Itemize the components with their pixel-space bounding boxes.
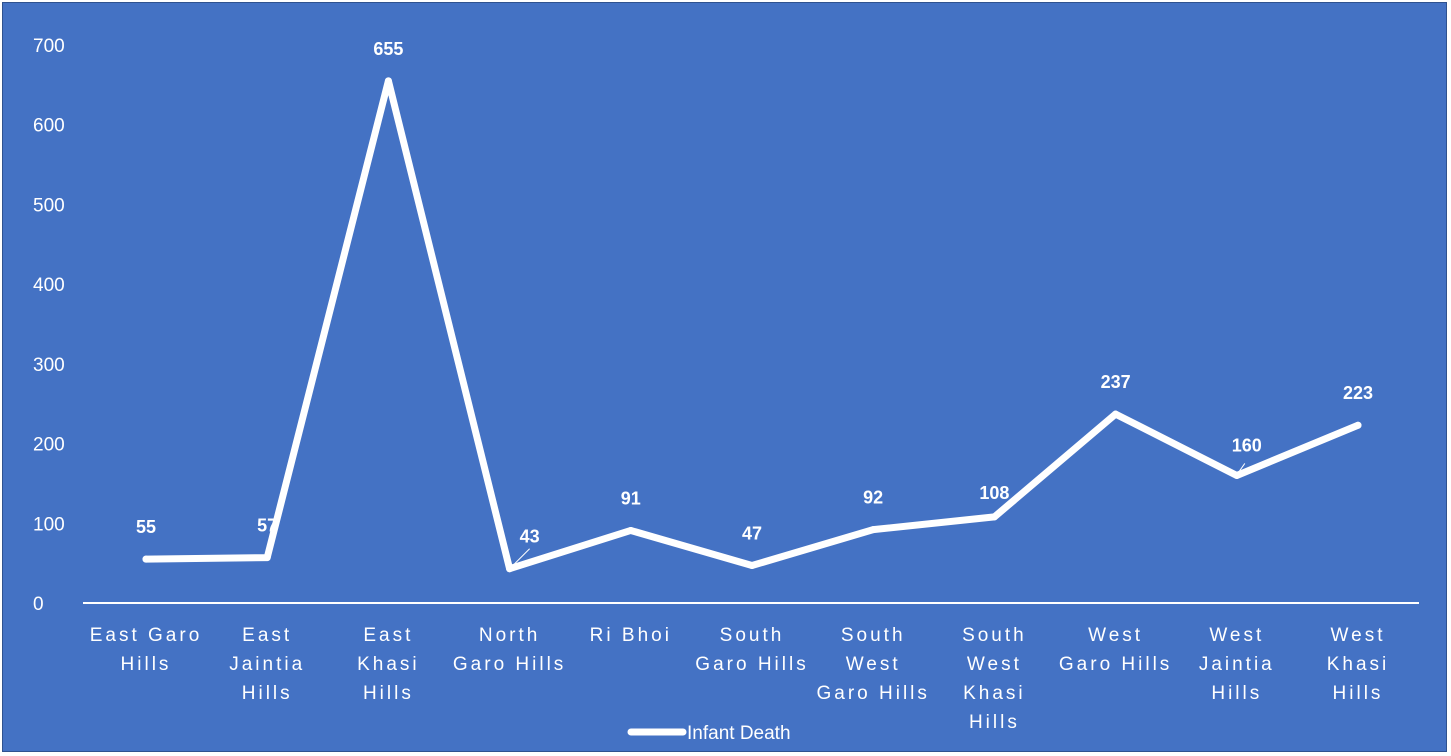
data-point — [506, 565, 514, 573]
x-tick-label: Hills — [1333, 683, 1384, 704]
x-tick-label: Hills — [1211, 683, 1262, 704]
x-tick-label: Jaintia — [229, 654, 305, 675]
x-tick-label: West — [967, 654, 1022, 675]
x-tick-label: West — [1331, 625, 1386, 646]
y-tick-label: 700 — [33, 36, 65, 57]
x-tick-label: Garo Hills — [816, 683, 929, 704]
data-point — [384, 77, 392, 85]
x-tick-label: Ri Bhoi — [590, 625, 672, 646]
x-tick-label: West — [1209, 625, 1264, 646]
series-line — [142, 77, 1362, 573]
x-tick-label: East Garo — [90, 625, 203, 646]
data-label: 92 — [863, 488, 883, 508]
data-label: 655 — [373, 39, 403, 59]
y-tick-label: 600 — [33, 116, 65, 137]
x-tick-label: East — [242, 625, 292, 646]
data-label: 43 — [520, 527, 540, 547]
data-point — [1112, 410, 1120, 418]
y-tick-label: 200 — [33, 435, 65, 456]
data-point — [1354, 421, 1362, 429]
data-point — [627, 526, 635, 534]
data-label-leader — [511, 548, 530, 568]
x-tick-label: West — [846, 654, 901, 675]
x-tick-label: South — [720, 625, 785, 646]
x-tick-label: Hills — [121, 654, 172, 675]
x-tick-label: Hills — [242, 683, 293, 704]
data-label: 223 — [1343, 383, 1373, 403]
data-label: 91 — [621, 488, 641, 508]
data-label: 47 — [742, 524, 762, 544]
line-chart: 0 100 200 300 400 500 600 700 55 57 655 43 91 47 92 108… — [33, 36, 1419, 744]
x-tick-label: Khasi — [357, 654, 420, 675]
x-tick-label: North — [479, 625, 540, 646]
data-point — [748, 562, 756, 570]
data-point — [1233, 471, 1241, 479]
x-tick-label: South — [962, 625, 1027, 646]
data-label: 237 — [1101, 372, 1131, 392]
x-tick-label: Garo Hills — [695, 654, 808, 675]
data-label: 55 — [136, 517, 156, 537]
y-tick-label: 0 — [33, 594, 44, 615]
data-label: 108 — [979, 483, 1009, 503]
x-tick-label: Khasi — [1327, 654, 1390, 675]
x-tick-label: Garo Hills — [453, 654, 566, 675]
x-tick-label: East — [363, 625, 413, 646]
data-label: 57 — [257, 516, 277, 536]
y-tick-label: 300 — [33, 355, 65, 376]
x-tick-label: Hills — [969, 712, 1020, 733]
x-tick-label: South — [841, 625, 906, 646]
data-label-leader — [1237, 463, 1246, 474]
legend-label: Infant Death — [687, 723, 791, 744]
data-label: 160 — [1232, 435, 1262, 455]
data-point — [869, 526, 877, 534]
data-point — [142, 555, 150, 563]
data-point — [990, 513, 998, 521]
data-point — [263, 554, 271, 562]
y-tick-label: 400 — [33, 275, 65, 296]
x-tick-label: Jaintia — [1199, 654, 1275, 675]
x-tick-label: Khasi — [963, 683, 1026, 704]
y-tick-label: 500 — [33, 195, 65, 216]
x-tick-label: West — [1088, 625, 1143, 646]
x-tick-label: Hills — [363, 683, 414, 704]
y-tick-label: 100 — [33, 514, 65, 535]
x-tick-label: Garo Hills — [1059, 654, 1172, 675]
